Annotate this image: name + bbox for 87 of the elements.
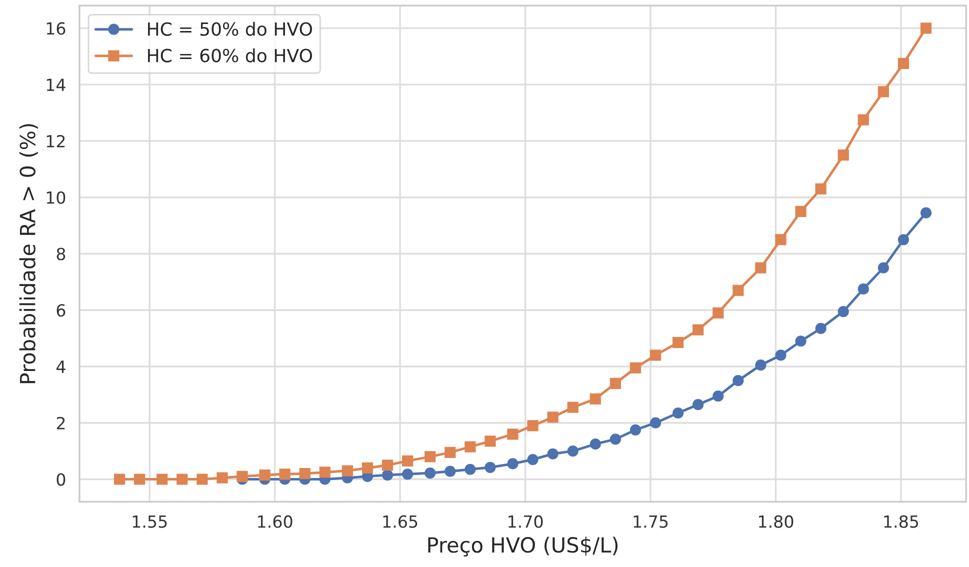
point bbox=[692, 324, 704, 336]
x-tick-label: 1.55 bbox=[132, 516, 167, 528]
point bbox=[775, 350, 786, 361]
point bbox=[712, 390, 724, 402]
point bbox=[672, 336, 684, 348]
point bbox=[610, 378, 621, 389]
point bbox=[444, 446, 456, 458]
x-tick-label: 1.65 bbox=[383, 515, 418, 528]
point bbox=[402, 455, 414, 466]
legend-label: HC = 60% do HVO bbox=[148, 48, 312, 62]
point bbox=[567, 402, 578, 413]
point bbox=[712, 307, 724, 318]
point bbox=[878, 262, 889, 274]
point bbox=[464, 441, 476, 452]
point bbox=[610, 434, 621, 445]
point bbox=[196, 474, 208, 485]
point bbox=[692, 398, 704, 410]
point bbox=[216, 472, 228, 484]
legend-label: HC = 50% do HVO bbox=[148, 22, 312, 36]
point bbox=[775, 234, 786, 246]
point bbox=[507, 428, 518, 440]
point bbox=[444, 466, 456, 477]
y-tick-label: 6 bbox=[56, 304, 66, 317]
point bbox=[795, 336, 806, 347]
point bbox=[920, 22, 932, 34]
y-tick-label: 14 bbox=[46, 78, 66, 91]
point bbox=[527, 420, 538, 432]
point bbox=[630, 362, 642, 374]
y-tick-label: 0 bbox=[56, 473, 66, 486]
point bbox=[484, 436, 496, 447]
point bbox=[878, 86, 889, 98]
point bbox=[898, 58, 910, 70]
point bbox=[527, 454, 538, 466]
x-tick-label: 1.75 bbox=[634, 516, 668, 528]
point bbox=[507, 458, 518, 470]
x-axis-title: Preço HVO (US$/L) bbox=[428, 536, 618, 557]
point bbox=[590, 438, 601, 450]
point bbox=[176, 474, 188, 485]
point bbox=[464, 464, 476, 475]
point bbox=[858, 114, 869, 126]
point bbox=[567, 446, 578, 457]
point bbox=[650, 417, 662, 428]
point bbox=[838, 306, 849, 318]
point bbox=[382, 469, 394, 481]
point bbox=[259, 469, 270, 481]
point bbox=[920, 207, 932, 218]
point bbox=[858, 283, 869, 295]
y-axis-title: Probabilidade RA > 0 (%) bbox=[19, 124, 38, 384]
point bbox=[590, 393, 601, 404]
point bbox=[424, 451, 436, 462]
point bbox=[672, 407, 684, 419]
y-tick-label: 16 bbox=[46, 22, 66, 35]
point bbox=[547, 448, 558, 460]
point bbox=[650, 350, 662, 361]
y-tick-label: 10 bbox=[46, 191, 66, 204]
x-tick-label: 1.85 bbox=[884, 515, 918, 528]
point bbox=[424, 467, 436, 479]
point bbox=[342, 465, 354, 476]
point bbox=[795, 206, 806, 218]
point bbox=[236, 470, 248, 482]
point bbox=[362, 462, 374, 474]
point bbox=[382, 460, 394, 471]
point bbox=[815, 183, 826, 194]
point bbox=[755, 262, 766, 274]
y-tick-label: 12 bbox=[46, 134, 65, 148]
point bbox=[134, 474, 146, 485]
point bbox=[732, 284, 744, 296]
y-tick-label: 8 bbox=[56, 248, 66, 260]
x-tick-label: 1.80 bbox=[759, 515, 794, 528]
point bbox=[402, 468, 414, 480]
point bbox=[319, 466, 330, 478]
point bbox=[279, 468, 290, 480]
x-tick-label: 1.70 bbox=[508, 515, 543, 528]
point bbox=[732, 375, 744, 386]
point bbox=[755, 360, 766, 371]
point bbox=[838, 150, 849, 161]
point bbox=[547, 412, 558, 423]
point bbox=[630, 424, 642, 436]
point bbox=[114, 474, 126, 485]
y-tick-label: 2 bbox=[56, 416, 65, 430]
point bbox=[299, 468, 310, 480]
point bbox=[156, 474, 168, 485]
point bbox=[898, 234, 910, 246]
x-tick-label: 1.60 bbox=[258, 515, 292, 528]
point bbox=[484, 462, 496, 473]
y-tick-label: 4 bbox=[56, 360, 66, 373]
point bbox=[815, 322, 826, 334]
